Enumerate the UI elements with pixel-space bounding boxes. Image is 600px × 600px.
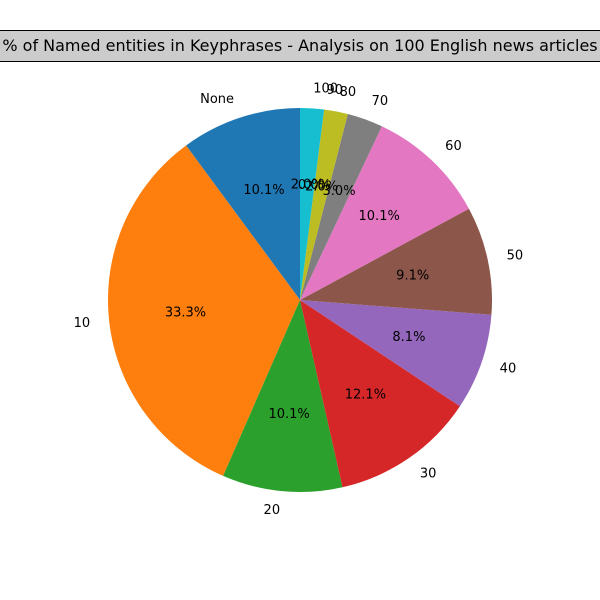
slice-label-20: 20 (264, 503, 281, 518)
slice-label-10: 10 (74, 316, 91, 331)
pie-slice-60 (300, 126, 469, 301)
slice-label-70: 70 (372, 94, 389, 109)
slice-pct-90: 0.0% (298, 178, 331, 193)
pie-slice-100 (300, 108, 325, 300)
pie-slice-30 (300, 300, 460, 488)
slice-pct-70: 3.0% (323, 184, 356, 199)
slice-label-90: 90 (326, 83, 343, 98)
slice-label-100: 100 (313, 82, 338, 97)
slice-pct-30: 12.1% (345, 387, 386, 402)
slice-label-None: None (200, 92, 234, 107)
slice-label-60: 60 (445, 139, 462, 154)
slice-label-40: 40 (500, 361, 517, 376)
slice-label-30: 30 (420, 466, 437, 481)
chart-title: % of Named entities in Keyphrases - Anal… (2, 36, 598, 55)
pie-slice-None (186, 108, 300, 300)
pie-slice-10 (107, 145, 300, 476)
slice-pct-10: 33.3% (165, 305, 206, 320)
pie-slice-40 (300, 300, 492, 407)
slice-label-80: 80 (340, 85, 357, 100)
slice-label-50: 50 (507, 249, 524, 264)
pie-slice-80 (300, 109, 348, 301)
pie-slice-20 (223, 300, 343, 492)
slice-pct-100: 2.0% (291, 178, 324, 193)
slice-pct-80: 2.0% (305, 179, 338, 194)
chart-title-box: % of Named entities in Keyphrases - Anal… (0, 30, 600, 62)
pie-slice-70 (300, 114, 382, 300)
slice-pct-None: 10.1% (243, 183, 284, 198)
slice-pct-40: 8.1% (392, 330, 425, 345)
pie-slice-50 (300, 208, 492, 315)
slice-pct-50: 9.1% (396, 269, 429, 284)
slice-pct-60: 10.1% (359, 209, 400, 224)
slice-pct-20: 10.1% (268, 407, 309, 422)
